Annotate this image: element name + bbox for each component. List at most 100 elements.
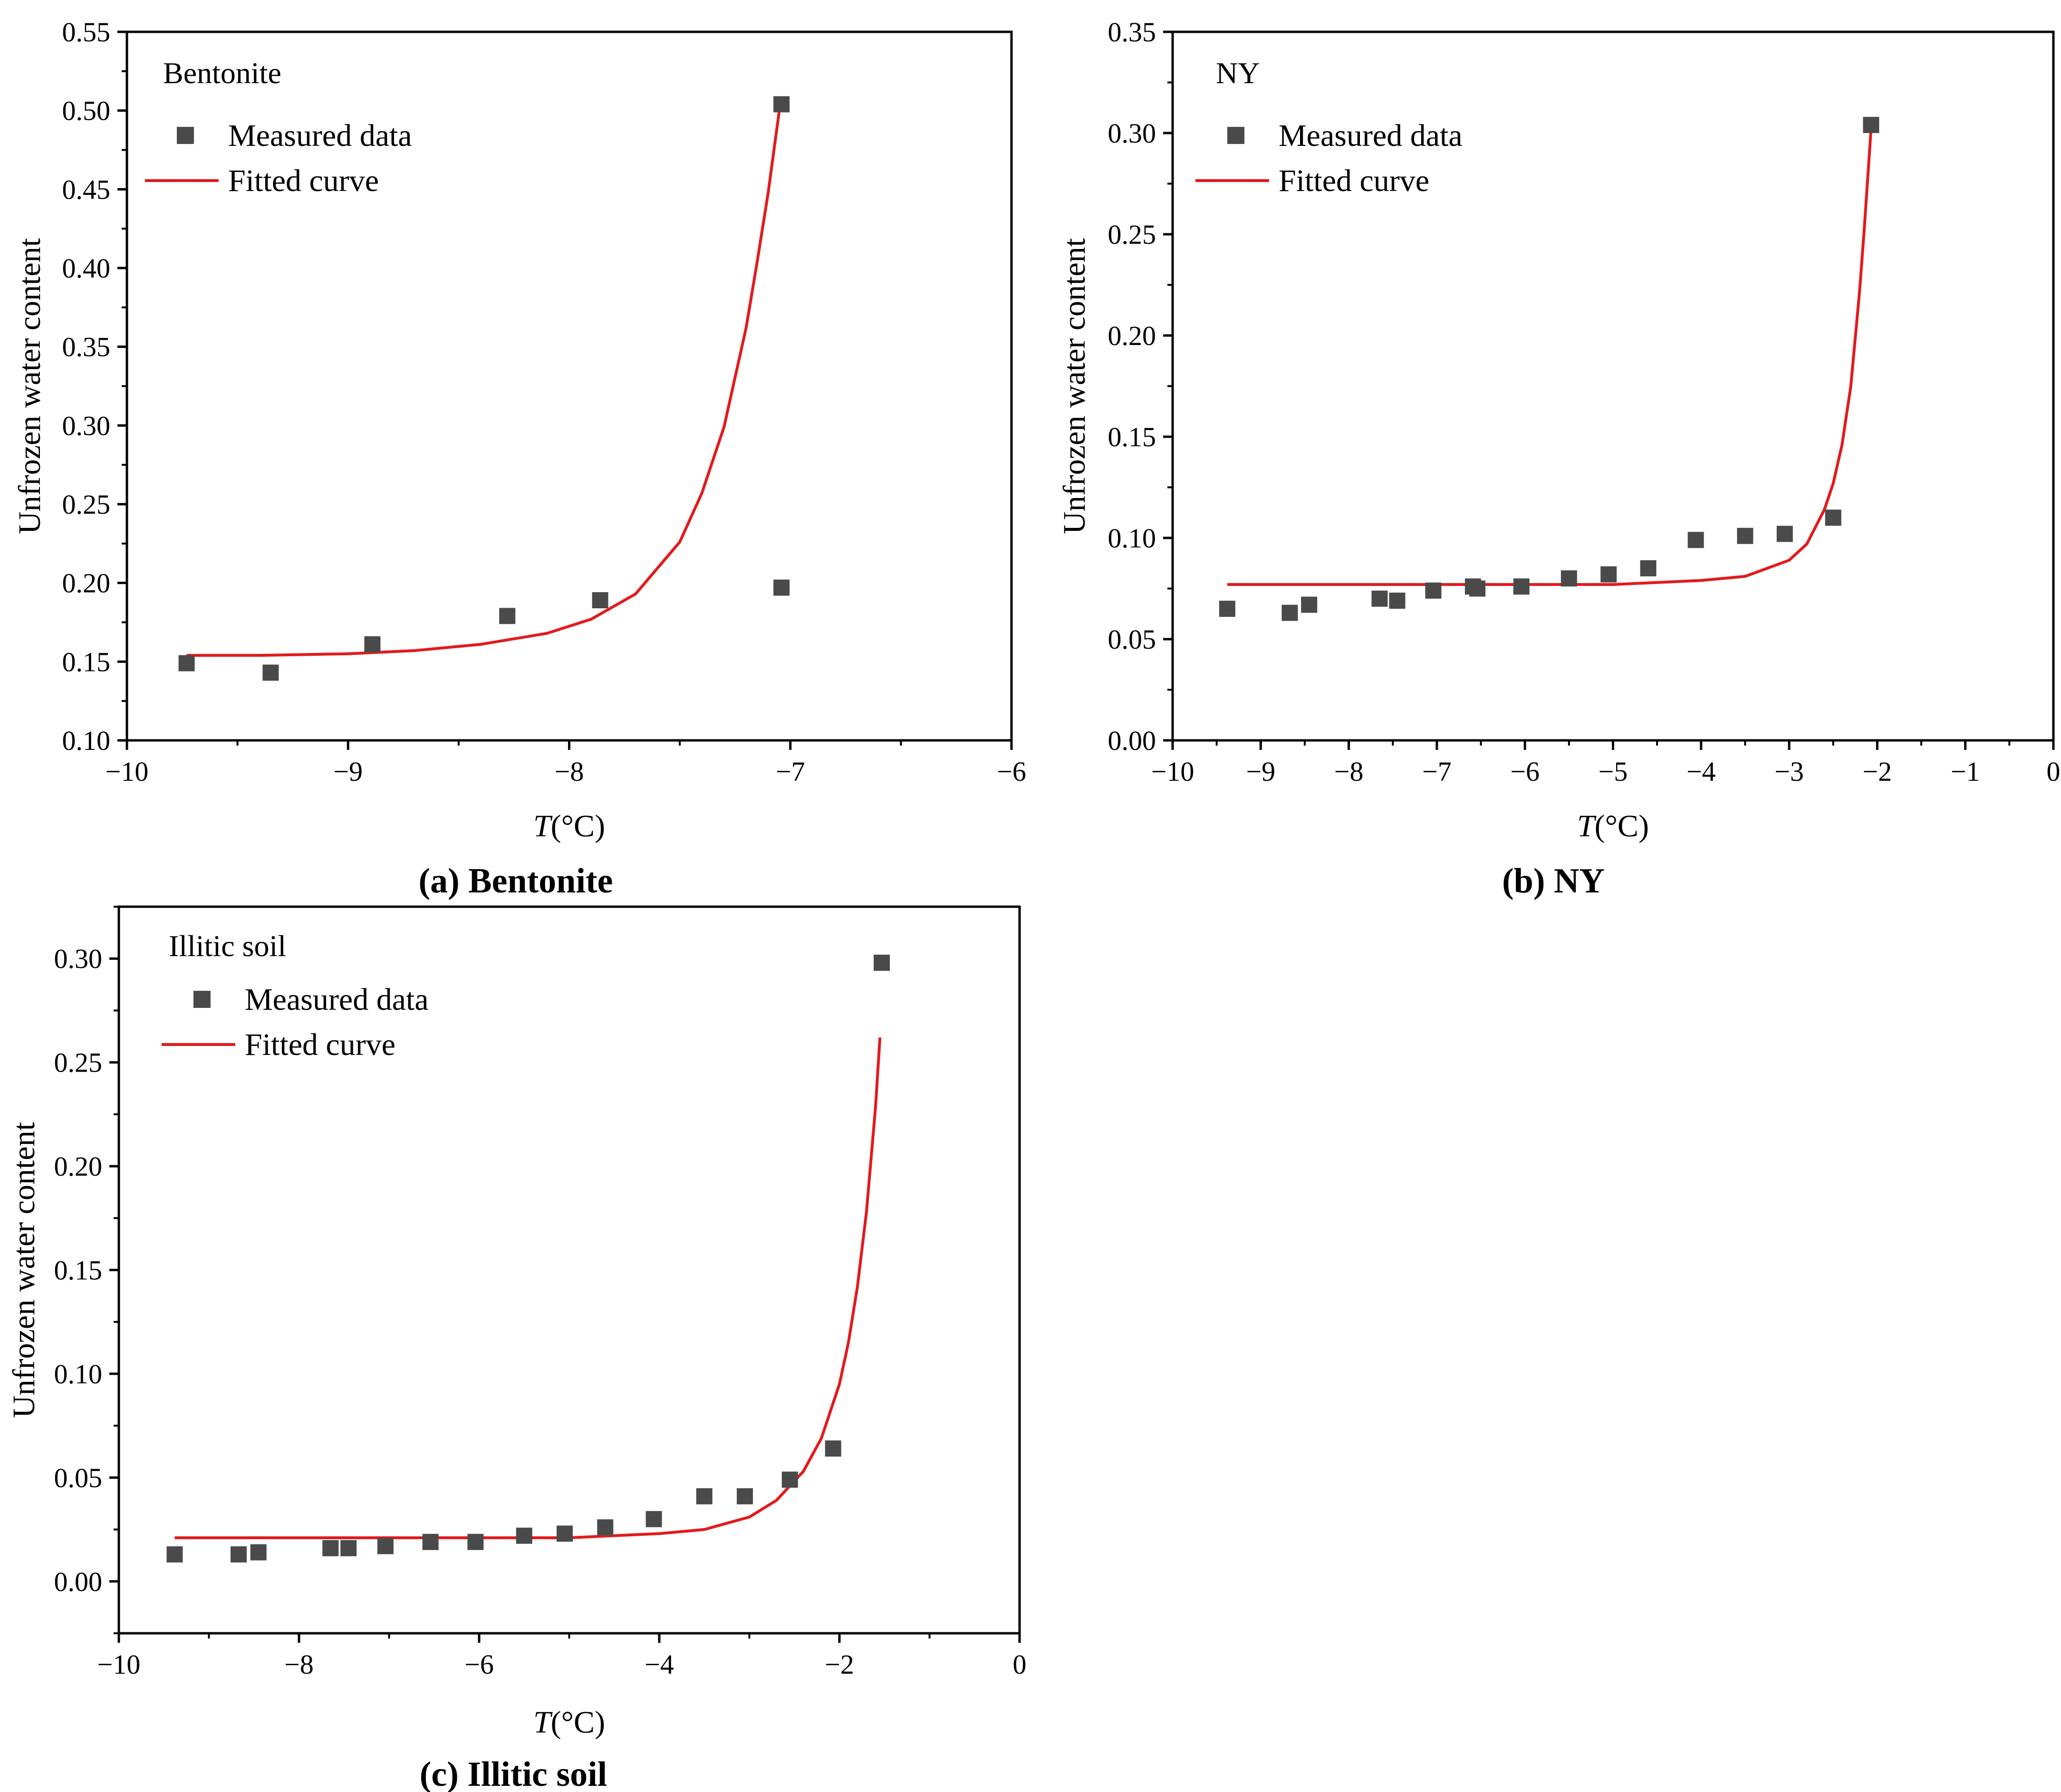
data-point [592, 592, 608, 609]
data-point [781, 1471, 798, 1488]
data-point [1219, 601, 1235, 617]
sample-label: NY [1216, 56, 1260, 90]
x-tick-label: −10 [1151, 756, 1194, 787]
y-tick-label: 0.05 [54, 1462, 103, 1493]
y-tick-label: 0.20 [62, 568, 111, 599]
y-tick-label: 0.35 [62, 332, 111, 363]
y-tick-label: 0.30 [54, 943, 103, 974]
data-point [178, 655, 195, 671]
y-tick-label: 0.50 [62, 96, 111, 126]
x-tick-label: −5 [1599, 756, 1628, 787]
x-tick-label: −8 [284, 1649, 314, 1680]
data-point [825, 1440, 841, 1457]
legend-label-measured: Measured data [245, 982, 429, 1017]
fitted-curve [174, 1037, 882, 1539]
x-tick-label: −6 [1510, 756, 1540, 787]
data-point [1301, 596, 1318, 613]
y-axis-title: Unfrozen water content [12, 238, 47, 534]
data-point [597, 1519, 614, 1536]
data-point [1371, 590, 1388, 607]
y-tick-label: 0.15 [1108, 422, 1156, 452]
x-tick-label: −4 [645, 1649, 674, 1680]
data-point [1425, 582, 1442, 599]
x-tick-label: −7 [1422, 756, 1452, 787]
x-tick-label: −7 [776, 756, 805, 787]
y-tick-label: 0.45 [62, 174, 111, 205]
y-tick-label: 0.25 [1108, 219, 1156, 250]
data-point [874, 954, 890, 971]
data-point [322, 1540, 339, 1556]
x-tick-label: −10 [106, 756, 149, 787]
y-tick-label: 0.25 [62, 489, 111, 520]
y-tick-label: 0.20 [1108, 320, 1156, 351]
legend-label-fitted: Fitted curve [228, 163, 379, 198]
y-tick-label: 0.20 [54, 1151, 103, 1182]
data-point [696, 1488, 713, 1505]
panel-caption: (c) Illitic soil [420, 1755, 607, 1792]
y-tick-label: 0.30 [1108, 118, 1156, 149]
y-tick-label: 0.35 [1108, 17, 1156, 48]
chart-panel-3: 0.00 0.05 0.10 0.15 0.20 0.25 0.30 −10 −8 −6 −4 −2 0… [7, 905, 1027, 1792]
chart-panel-1: 0.10 0.15 0.20 0.25 0.30 0.35 0.40 0.45 0.50 0.55… [12, 17, 1026, 901]
x-tick-label: −2 [1863, 756, 1892, 787]
sample-label: Illitic soil [169, 929, 286, 963]
y-axis-title: Unfrozen water content [7, 1122, 41, 1418]
y-tick-label: 0.25 [54, 1047, 103, 1078]
data-point [1281, 604, 1298, 621]
data-point [1389, 593, 1406, 609]
y-tick-label: 0.10 [54, 1359, 103, 1390]
x-tick-label: −10 [97, 1649, 141, 1680]
chart-panel-2: 0.000.050.100.150.200.250.300.35−10 −9 −8−… [1057, 17, 2061, 901]
data-point [422, 1533, 439, 1550]
x-tick-label: −8 [1334, 756, 1364, 787]
data-point [364, 636, 381, 652]
data-point [499, 608, 516, 624]
y-tick-label: 0.10 [1108, 523, 1156, 554]
x-tick-label: 0 [1013, 1649, 1027, 1680]
fitted-curve [186, 110, 781, 657]
data-point [773, 96, 790, 113]
x-tick-label: −6 [464, 1649, 494, 1680]
data-point [467, 1533, 484, 1550]
data-point [773, 579, 790, 596]
legend-marker-measured [1227, 127, 1244, 144]
x-tick-label: −4 [1686, 756, 1716, 787]
data-point [1825, 509, 1841, 526]
y-axis-title: Unfrozen water content [1057, 238, 1092, 534]
data-point [1560, 570, 1577, 587]
y-tick-label: 0.00 [1108, 725, 1156, 756]
x-tick-label: −9 [333, 756, 363, 787]
y-tick-label: 0.55 [62, 17, 111, 48]
data-point [250, 1544, 267, 1561]
x-tick-label: −3 [1774, 756, 1804, 787]
y-tick-label: 0.00 [54, 1566, 103, 1597]
data-point [516, 1527, 532, 1544]
x-axis-title: T(°C) [533, 1705, 605, 1740]
data-point [1687, 532, 1704, 548]
data-point [1469, 580, 1486, 597]
data-point [645, 1511, 662, 1527]
y-tick-label: 0.10 [62, 725, 111, 756]
legend-label-fitted: Fitted curve [1279, 163, 1429, 198]
data-point [1776, 526, 1793, 542]
data-point [1863, 116, 1879, 133]
y-tick-label: 0.15 [62, 646, 111, 677]
x-tick-label: −1 [1951, 756, 1980, 787]
legend-label-measured: Measured data [1279, 118, 1463, 153]
data-point [1640, 560, 1657, 576]
y-tick-label: 0.30 [62, 410, 111, 441]
data-point [231, 1546, 247, 1562]
data-point [377, 1538, 394, 1554]
legend-marker-measured [177, 127, 194, 144]
panel-caption: (a) Bentonite [418, 862, 613, 901]
x-tick-label: −9 [1246, 756, 1275, 787]
x-axis-title: T(°C) [1577, 809, 1649, 843]
data-point [1600, 566, 1617, 583]
data-point [166, 1546, 183, 1562]
data-point [340, 1540, 357, 1556]
x-tick-label: 0 [2047, 756, 2061, 787]
data-point [1737, 527, 1753, 544]
x-tick-label: −6 [997, 756, 1026, 787]
data-point [1513, 578, 1530, 595]
